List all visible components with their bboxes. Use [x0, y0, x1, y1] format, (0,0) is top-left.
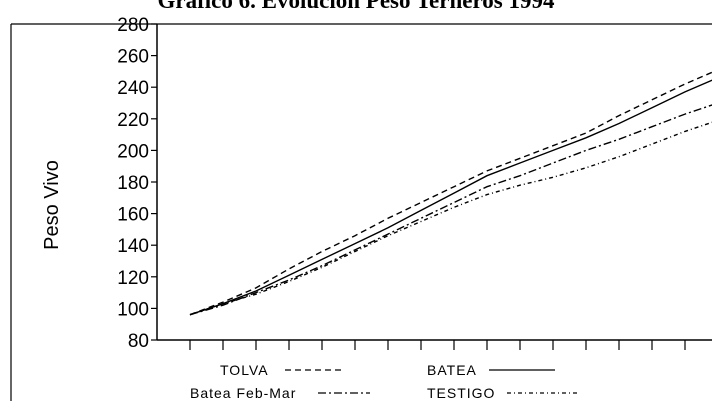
y-tick-label: 80	[128, 331, 149, 352]
y-tick-label: 280	[117, 15, 149, 36]
y-tick-label: 180	[117, 173, 149, 194]
series-line-batea	[189, 79, 712, 316]
y-tick-label: 160	[117, 205, 149, 226]
y-axis-label: Peso Vivo	[41, 160, 63, 250]
chart-title: Gráfico 6. Evolución Peso Terneros 1994	[157, 0, 555, 13]
legend-label: Batea Feb-Mar	[190, 385, 296, 401]
series-line-testigo	[189, 121, 712, 316]
y-tick-label: 220	[117, 110, 149, 131]
legend-label: BATEA	[427, 362, 477, 378]
y-tick-label: 100	[117, 299, 149, 320]
legend-label: TOLVA	[220, 362, 269, 378]
y-tick-label: 140	[117, 236, 149, 257]
y-tick-label: 120	[117, 268, 149, 289]
y-tick-label: 200	[117, 141, 149, 162]
y-tick-label: 240	[117, 78, 149, 99]
series-line-tolva	[189, 71, 712, 316]
y-tick-label: 260	[117, 47, 149, 68]
series-line-batea-feb-mar	[189, 104, 712, 316]
legend-label: TESTIGO	[427, 385, 495, 401]
